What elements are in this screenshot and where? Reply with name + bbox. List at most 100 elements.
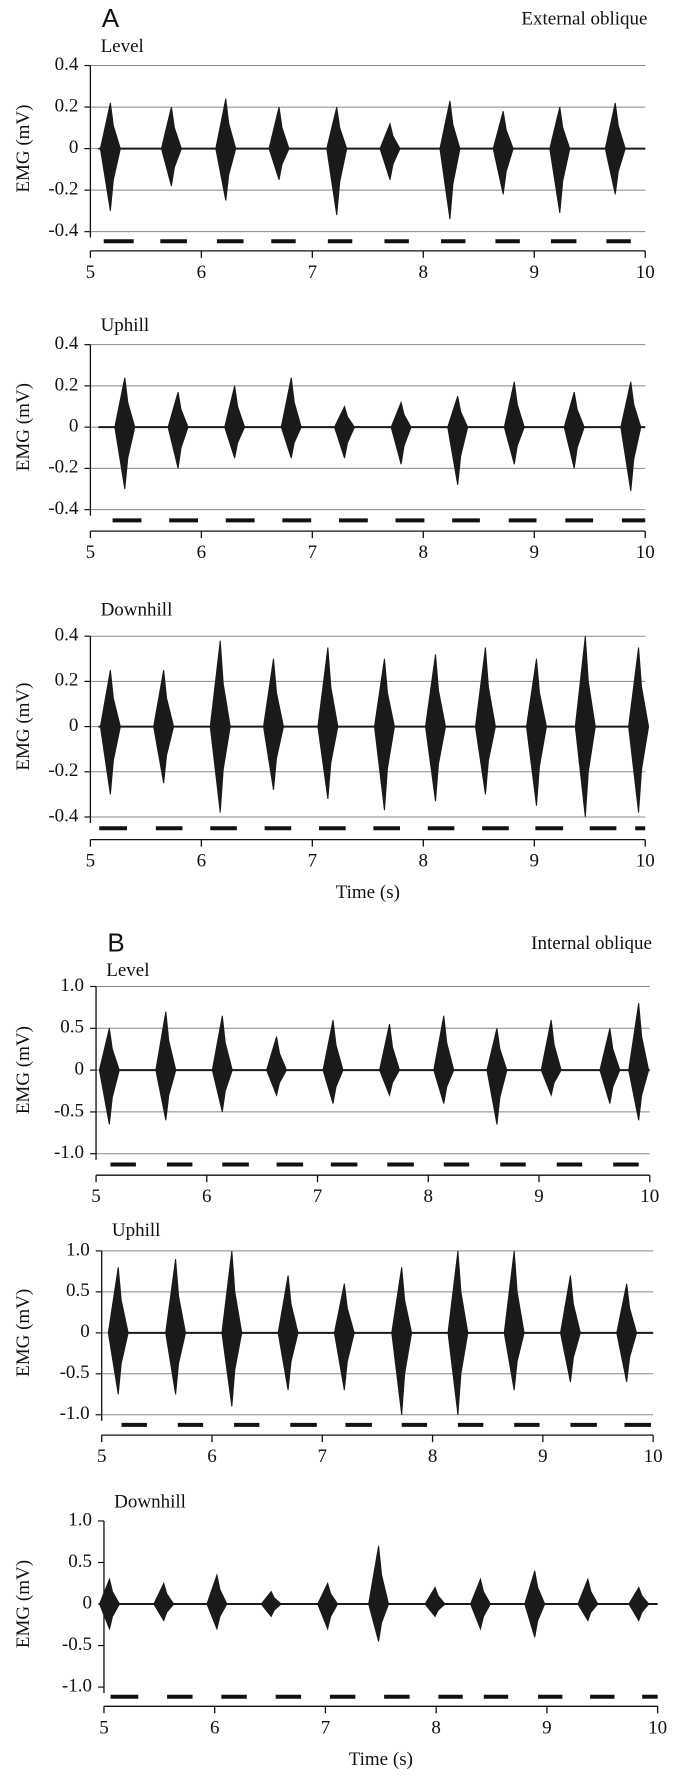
x-tick-label: 9 bbox=[534, 1186, 544, 1207]
emg-burst bbox=[99, 102, 121, 211]
x-tick-label: 6 bbox=[197, 262, 207, 283]
emg-burst bbox=[260, 1590, 282, 1618]
emg-burst bbox=[317, 647, 339, 799]
emg-burst bbox=[628, 647, 650, 813]
emg-burst bbox=[155, 1011, 177, 1121]
x-tick-label: 10 bbox=[648, 1717, 667, 1738]
emg-burst bbox=[439, 100, 461, 220]
emg-burst bbox=[503, 1250, 525, 1391]
emg-burst bbox=[165, 1259, 187, 1395]
emg-burst bbox=[317, 1581, 339, 1631]
x-tick-label: 10 bbox=[644, 1446, 663, 1467]
x-tick-label: 6 bbox=[197, 542, 207, 563]
emg-burst bbox=[114, 377, 136, 490]
x-tick-label: 7 bbox=[308, 542, 318, 563]
emg-burst bbox=[577, 1577, 599, 1622]
emg-burst bbox=[474, 647, 496, 795]
x-tick-label: 8 bbox=[424, 1186, 434, 1207]
x-tick-label: 8 bbox=[428, 1446, 438, 1467]
y-tick-label: 0.2 bbox=[55, 374, 79, 395]
y-tick-label: 0 bbox=[69, 137, 79, 158]
panel-title: Level bbox=[106, 960, 149, 981]
y-tick-label: -1.0 bbox=[54, 1142, 84, 1163]
x-tick-label: 5 bbox=[86, 262, 96, 283]
x-tick-label: 10 bbox=[636, 262, 655, 283]
emg-burst bbox=[628, 1003, 650, 1121]
y-tick-label: -1.0 bbox=[62, 1675, 92, 1696]
x-tick-label: 7 bbox=[313, 1186, 323, 1207]
y-tick-label: 0 bbox=[69, 715, 79, 736]
x-tick-label: 5 bbox=[91, 1186, 101, 1207]
emg-burst bbox=[379, 1024, 401, 1097]
emg-burst bbox=[211, 1015, 233, 1113]
x-tick-label: 9 bbox=[530, 262, 540, 283]
emg-burst bbox=[424, 1586, 446, 1618]
x-tick-label: 9 bbox=[542, 1717, 552, 1738]
emg-burst bbox=[379, 122, 401, 180]
x-tick-label: 5 bbox=[99, 1717, 109, 1738]
y-axis-label: EMG (mV) bbox=[13, 1026, 34, 1114]
y-tick-label: 0.5 bbox=[60, 1017, 84, 1038]
x-tick-label: 5 bbox=[86, 851, 96, 872]
emg-burst bbox=[277, 1275, 299, 1391]
emg-burst bbox=[209, 640, 231, 813]
emg-burst bbox=[469, 1577, 492, 1631]
x-tick-label: 7 bbox=[321, 1717, 331, 1738]
y-tick-label: -0.2 bbox=[48, 457, 78, 478]
emg-burst bbox=[390, 400, 412, 465]
x-tick-label: 5 bbox=[97, 1446, 107, 1467]
x-tick-label: 8 bbox=[431, 1717, 441, 1738]
emg-burst bbox=[447, 1250, 469, 1415]
emg-burst bbox=[221, 1250, 243, 1407]
y-axis-label: EMG (mV) bbox=[13, 683, 34, 771]
emg-burst bbox=[524, 1570, 546, 1638]
emg-burst bbox=[574, 636, 596, 818]
x-tick-label: 7 bbox=[308, 851, 318, 872]
emg-burst bbox=[549, 106, 571, 214]
emg-burst bbox=[98, 1577, 121, 1631]
y-tick-label: -1.0 bbox=[60, 1403, 90, 1424]
emg-burst bbox=[391, 1267, 413, 1415]
emg-burst bbox=[107, 1267, 129, 1395]
emg-burst bbox=[540, 1019, 562, 1097]
emg-burst bbox=[99, 670, 121, 795]
y-tick-label: 0 bbox=[82, 1592, 92, 1613]
panel-title: Uphill bbox=[101, 315, 150, 336]
emg-burst bbox=[167, 391, 189, 469]
x-axis-label: Time (s) bbox=[349, 1749, 413, 1770]
x-tick-label: 10 bbox=[640, 1186, 659, 1207]
emg-burst bbox=[425, 654, 446, 802]
emg-burst bbox=[628, 1586, 650, 1622]
muscle-name: External oblique bbox=[521, 9, 647, 30]
emg-burst bbox=[433, 1015, 455, 1104]
emg-burst bbox=[280, 377, 302, 459]
x-tick-label: 8 bbox=[419, 262, 429, 283]
y-tick-label: -0.4 bbox=[48, 805, 79, 826]
y-tick-label: 0.4 bbox=[55, 333, 79, 354]
y-axis-label: EMG (mV) bbox=[13, 1560, 34, 1648]
y-axis-label: EMG (mV) bbox=[13, 105, 34, 193]
x-axis-label: Time (s) bbox=[336, 882, 400, 903]
x-tick-label: 7 bbox=[318, 1446, 328, 1467]
x-tick-label: 9 bbox=[538, 1446, 548, 1467]
y-tick-label: -0.4 bbox=[48, 220, 79, 241]
emg-burst bbox=[563, 391, 585, 469]
x-tick-label: 9 bbox=[530, 542, 540, 563]
x-tick-label: 6 bbox=[202, 1186, 212, 1207]
panel-letter: B bbox=[107, 928, 124, 958]
x-tick-label: 6 bbox=[197, 851, 207, 872]
emg-burst bbox=[153, 670, 175, 784]
emg-burst bbox=[492, 111, 514, 195]
y-tick-label: 1.0 bbox=[60, 975, 84, 996]
y-tick-label: -0.2 bbox=[48, 760, 78, 781]
y-tick-label: 0.2 bbox=[55, 670, 79, 691]
emg-burst bbox=[620, 381, 642, 492]
emg-burst bbox=[604, 102, 626, 195]
emg-burst bbox=[153, 1581, 175, 1622]
emg-burst bbox=[160, 106, 182, 187]
panel-title: Downhill bbox=[101, 600, 173, 621]
y-tick-label: 0.5 bbox=[66, 1280, 90, 1301]
x-tick-label: 8 bbox=[419, 851, 429, 872]
y-tick-label: 0 bbox=[80, 1321, 90, 1342]
